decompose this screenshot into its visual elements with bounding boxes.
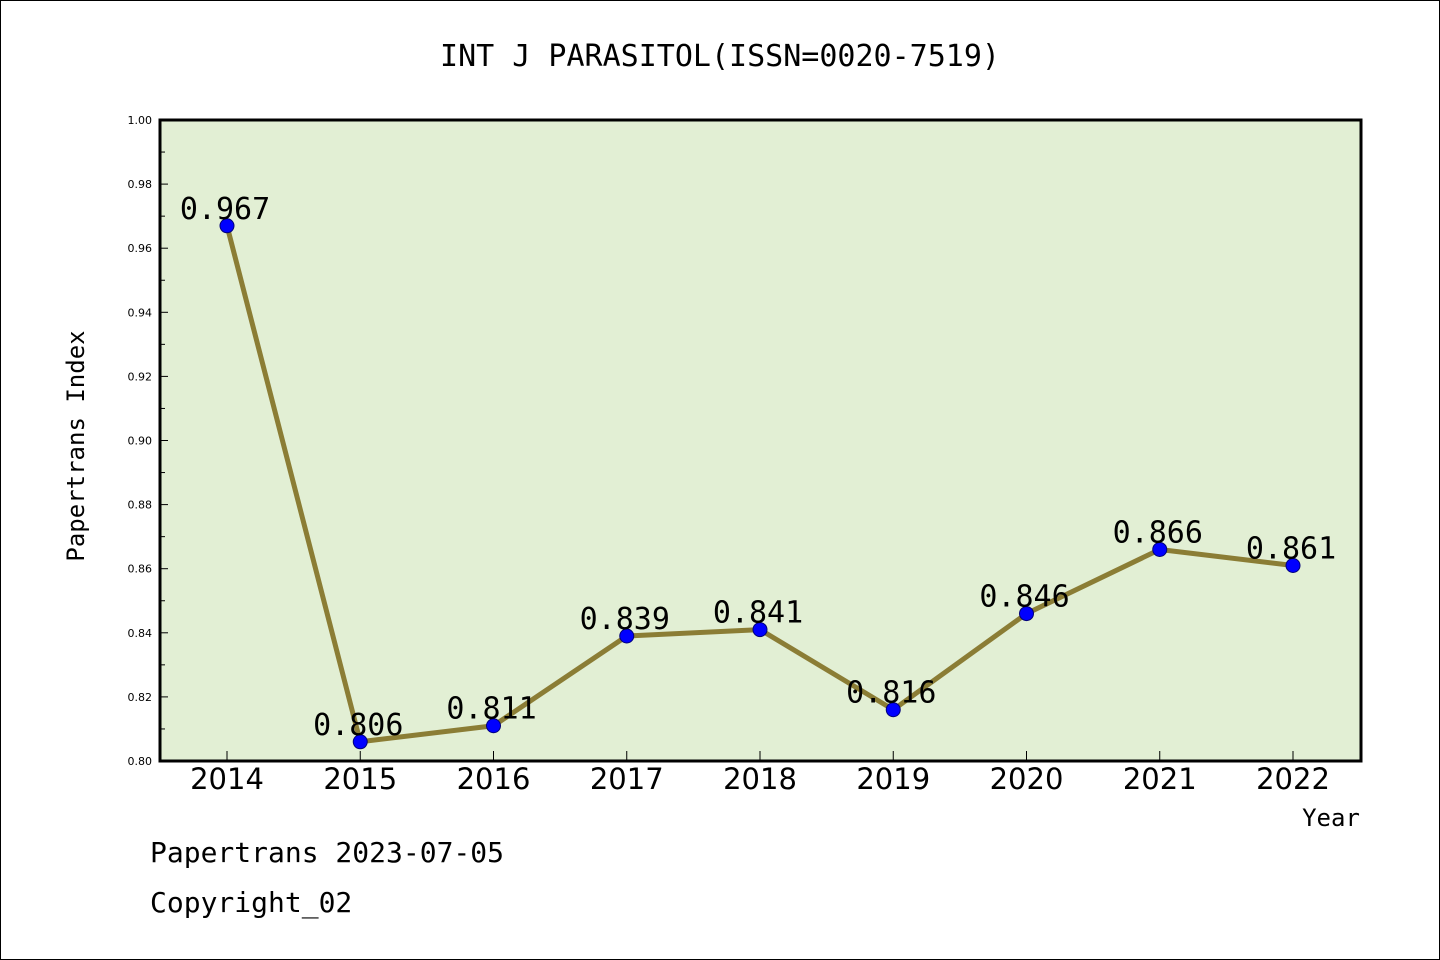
y-tick-label: 0.98 xyxy=(128,178,153,191)
data-label: 0.841 xyxy=(713,596,803,631)
data-point xyxy=(619,628,635,644)
y-tick-label: 0.90 xyxy=(128,435,153,448)
x-tick-label: 2014 xyxy=(190,762,264,796)
x-tick-label: 2022 xyxy=(1256,762,1330,796)
data-label: 0.806 xyxy=(313,708,403,743)
y-tick-label: 1.00 xyxy=(128,114,153,127)
x-tick-label: 2017 xyxy=(590,762,664,796)
y-tick-label: 0.80 xyxy=(128,755,153,768)
x-tick-label: 2015 xyxy=(323,762,397,796)
data-label: 0.846 xyxy=(979,580,1069,615)
x-tick-label: 2016 xyxy=(457,762,531,796)
data-label: 0.811 xyxy=(446,692,536,727)
data-label: 0.861 xyxy=(1246,531,1336,566)
data-point xyxy=(1019,606,1034,622)
data-point xyxy=(1152,541,1168,557)
x-tick-label: 2018 xyxy=(723,762,797,796)
y-tick-label: 0.82 xyxy=(128,691,153,704)
chart-title: INT J PARASITOL(ISSN=0020-7519) xyxy=(440,39,1000,74)
data-label: 0.816 xyxy=(846,676,936,711)
data-point xyxy=(885,702,901,718)
data-point xyxy=(752,622,768,638)
footer-copyright: Copyright_02 xyxy=(150,886,353,919)
data-point xyxy=(352,734,368,750)
plot-area xyxy=(158,118,1363,763)
data-point xyxy=(1285,557,1301,573)
y-axis-label: Papertrans Index xyxy=(62,330,90,561)
y-axis: 0.80 0.82 0.84 0.86 0.88 0.90 0.92 0.94 0.96 0.98… xyxy=(128,114,168,768)
x-tick-label: 2019 xyxy=(856,762,930,796)
data-label: 0.967 xyxy=(180,192,270,227)
data-point xyxy=(486,718,501,734)
y-tick-label: 0.96 xyxy=(128,242,153,255)
x-axis: 2014 2015 2016 2017 2018 2019 2020 2021 2022 xyxy=(190,751,1330,796)
data-markers xyxy=(219,218,1301,750)
footer-date: Papertrans 2023-07-05 xyxy=(150,836,505,869)
data-labels: 0.967 0.806 0.811 0.839 0.841 0.816 0.846 0.866… xyxy=(180,192,1336,743)
y-tick-label: 0.84 xyxy=(128,627,153,640)
y-tick-label: 0.94 xyxy=(128,306,153,319)
x-axis-label: Year xyxy=(1302,804,1360,832)
y-tick-label: 0.86 xyxy=(128,563,153,576)
x-tick-label: 2020 xyxy=(990,762,1064,796)
data-label: 0.839 xyxy=(580,602,670,637)
data-point xyxy=(219,218,235,234)
y-tick-label: 0.88 xyxy=(128,499,153,512)
x-tick-label: 2021 xyxy=(1123,762,1197,796)
data-label: 0.866 xyxy=(1113,515,1203,550)
y-tick-label: 0.92 xyxy=(128,370,153,383)
